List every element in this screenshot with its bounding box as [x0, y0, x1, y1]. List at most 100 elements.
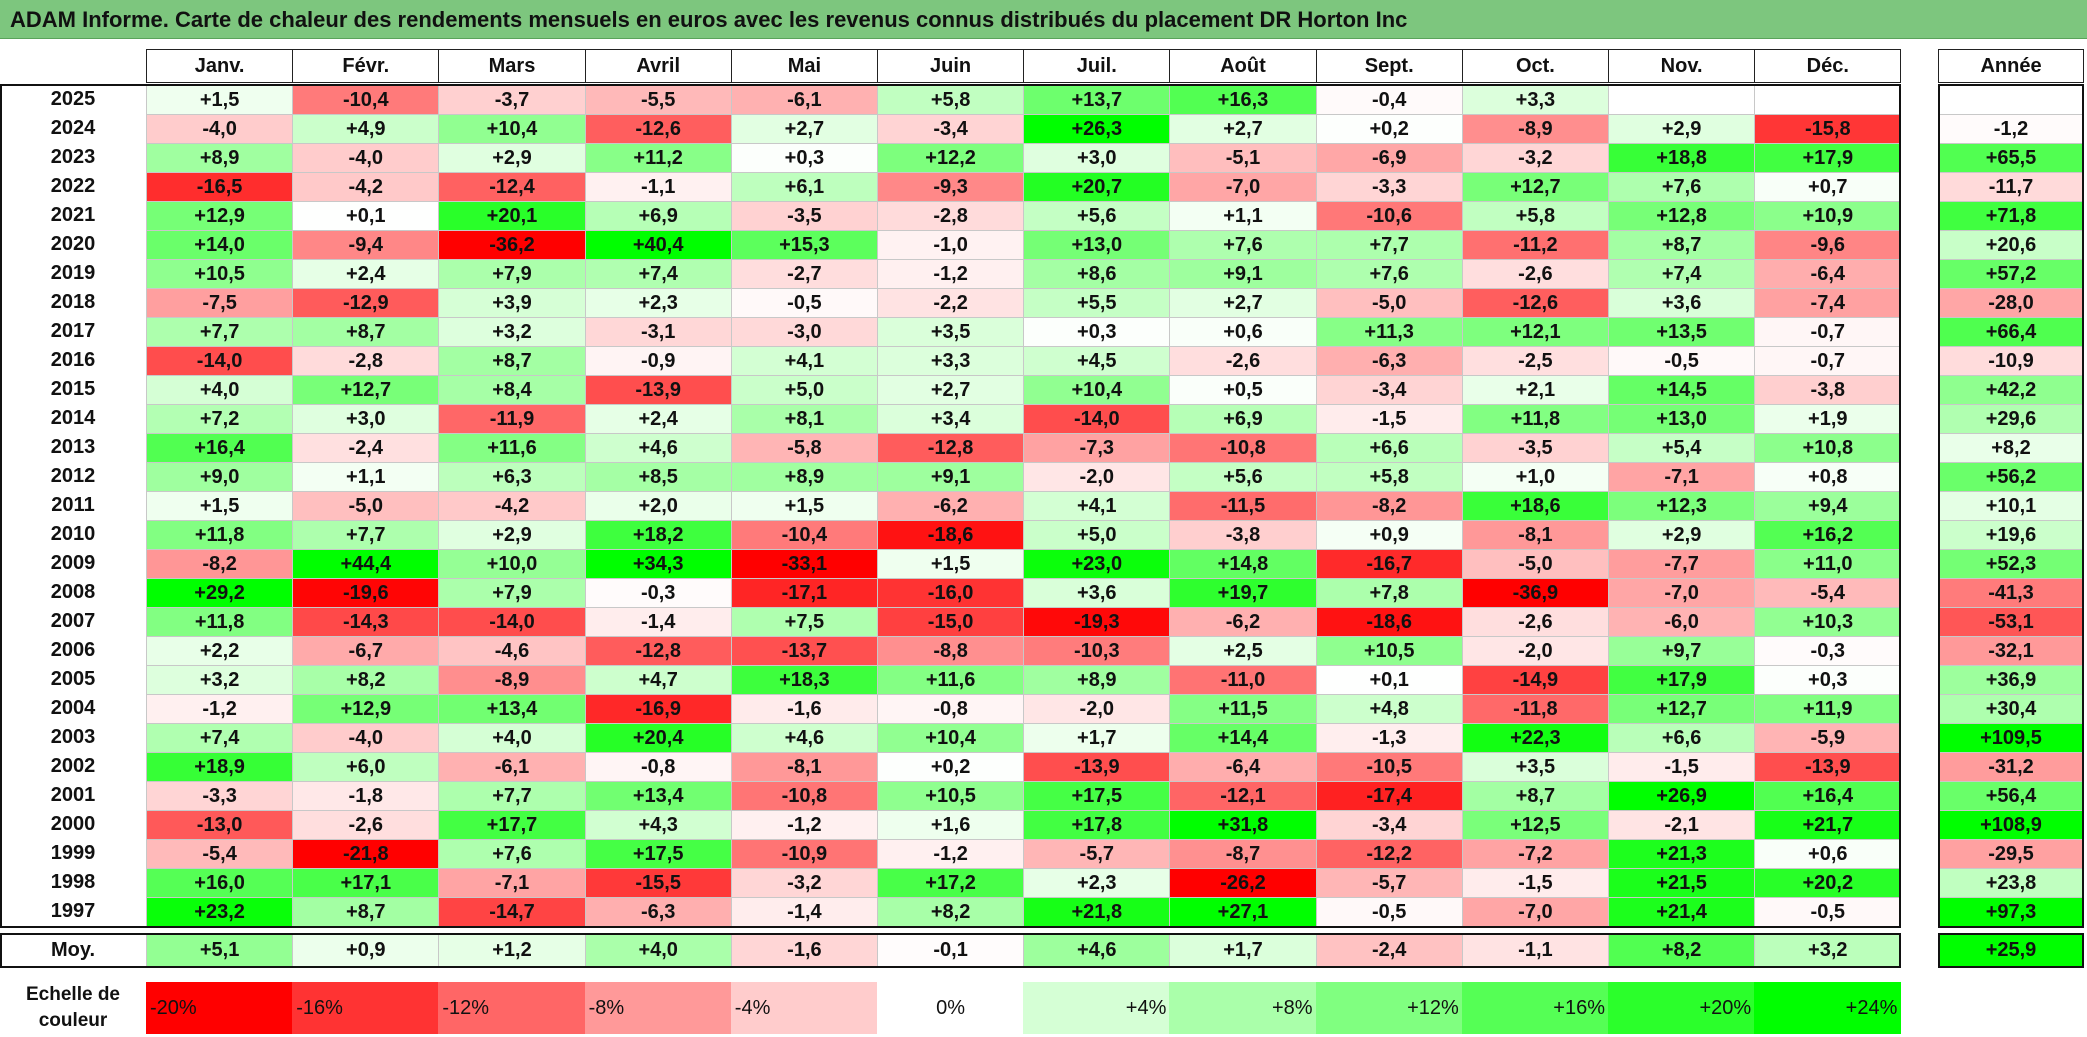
heatmap-cell: -8,1: [730, 752, 878, 782]
annual-cell: -31,2: [1938, 752, 2084, 782]
heatmap-cell: +40,4: [584, 230, 732, 260]
row-year-label: 2009: [50, 552, 96, 574]
heatmap-cell: +17,5: [1023, 781, 1171, 811]
heatmap-cell: -2,6: [1461, 607, 1609, 637]
heatmap-cell: -5,4: [1754, 578, 1902, 608]
heatmap-cell: -8,1: [1461, 520, 1609, 550]
heatmap-cell: -16,0: [877, 578, 1025, 608]
annual-cell: +71,8: [1938, 201, 2084, 231]
heatmap-cell: -2,8: [877, 201, 1025, 231]
heatmap-cell: -0,7: [1754, 317, 1902, 347]
heatmap-cell: -11,8: [1461, 694, 1609, 724]
heatmap-cell: +12,7: [292, 375, 440, 405]
heatmap-cell: +6,1: [730, 172, 878, 202]
color-scale-swatch: +24%: [1754, 982, 1902, 1034]
heatmap-cell: -7,0: [1461, 897, 1609, 927]
annual-cell: +66,4: [1938, 317, 2084, 347]
heatmap-cell: -10,4: [730, 520, 878, 550]
heatmap-cell: -1,4: [584, 607, 732, 637]
title-bar: ADAM Informe. Carte de chaleur des rende…: [0, 0, 2087, 39]
annual-cell: [1938, 85, 2084, 115]
heatmap-cell: -15,8: [1754, 114, 1902, 144]
heatmap-cell: +11,3: [1315, 317, 1463, 347]
heatmap-cell: -12,2: [1315, 839, 1463, 869]
heatmap-cell: -13,0: [146, 810, 294, 840]
heatmap-cell: +0,3: [730, 143, 878, 173]
heatmap-cell: -7,7: [1608, 549, 1756, 579]
heatmap-cell: +13,7: [1023, 85, 1171, 115]
heatmap-cell: -3,3: [1315, 172, 1463, 202]
column-header: Juin: [877, 49, 1025, 83]
heatmap-cell: +17,5: [584, 839, 732, 869]
average-cell: +1,2: [438, 934, 586, 967]
heatmap-cell: -12,6: [584, 114, 732, 144]
heatmap-cell: -6,0: [1608, 607, 1756, 637]
heatmap-cell: +3,3: [1461, 85, 1609, 115]
heatmap-cell: -14,3: [292, 607, 440, 637]
heatmap-cell: +6,6: [1608, 723, 1756, 753]
heatmap-cell: -6,3: [1315, 346, 1463, 376]
heatmap-cell: +18,3: [730, 665, 878, 695]
column-header: Janv.: [146, 49, 294, 83]
heatmap-cell: -2,4: [292, 433, 440, 463]
annual-cell: +10,1: [1938, 491, 2084, 521]
heatmap-cell: -12,6: [1461, 288, 1609, 318]
annual-cell: +29,6: [1938, 404, 2084, 434]
heatmap-cell: +1,5: [730, 491, 878, 521]
heatmap-cell: +8,7: [292, 897, 440, 927]
heatmap-cell: +8,4: [438, 375, 586, 405]
heatmap-cell: +34,3: [584, 549, 732, 579]
heatmap-cell: +10,5: [1315, 636, 1463, 666]
chart-title: ADAM Informe. Carte de chaleur des rende…: [10, 7, 1408, 32]
heatmap-cell: -26,2: [1169, 868, 1317, 898]
row-year-label: 2018: [50, 291, 96, 313]
heatmap-cell: -1,2: [877, 259, 1025, 289]
heatmap-cell: +4,5: [1023, 346, 1171, 376]
heatmap-cell: +6,3: [438, 462, 586, 492]
heatmap-cell: -13,9: [1023, 752, 1171, 782]
heatmap-cell: +21,7: [1754, 810, 1902, 840]
annual-cell: -10,9: [1938, 346, 2084, 376]
heatmap-cell: +13,0: [1023, 230, 1171, 260]
heatmap-cell: -18,6: [877, 520, 1025, 550]
heatmap-cell: -3,8: [1754, 375, 1902, 405]
heatmap-cell: -1,5: [1608, 752, 1756, 782]
heatmap-cell: -7,1: [1608, 462, 1756, 492]
row-year-label: 2017: [50, 320, 96, 342]
heatmap-cell: -0,4: [1315, 85, 1463, 115]
heatmap-cell: -16,7: [1315, 549, 1463, 579]
annual-cell: +20,6: [1938, 230, 2084, 260]
heatmap-cell: -13,9: [584, 375, 732, 405]
heatmap-cell: +8,2: [292, 665, 440, 695]
heatmap-cell: +2,9: [1608, 114, 1756, 144]
heatmap-cell: +3,5: [1461, 752, 1609, 782]
heatmap-cell: -0,7: [1754, 346, 1902, 376]
heatmap-cell: +7,4: [146, 723, 294, 753]
heatmap-cell: -10,3: [1023, 636, 1171, 666]
heatmap-cell: -7,1: [438, 868, 586, 898]
heatmap-cell: -19,3: [1023, 607, 1171, 637]
heatmap-cell: -2,7: [730, 259, 878, 289]
heatmap-cell: +11,6: [438, 433, 586, 463]
heatmap-cell: -7,0: [1169, 172, 1317, 202]
average-cell: +1,7: [1169, 934, 1317, 967]
row-year-label: 2008: [50, 581, 96, 603]
heatmap-cell: -5,5: [584, 85, 732, 115]
heatmap-cell: +17,9: [1608, 665, 1756, 695]
heatmap-cell: +0,1: [292, 201, 440, 231]
heatmap-cell: -5,9: [1754, 723, 1902, 753]
heatmap-cell: -0,8: [584, 752, 732, 782]
heatmap-cell: -1,5: [1315, 404, 1463, 434]
heatmap-cell: +14,8: [1169, 549, 1317, 579]
heatmap-cell: +8,9: [1023, 665, 1171, 695]
column-header: Août: [1169, 49, 1317, 83]
row-year-label: 2013: [50, 436, 96, 458]
heatmap-cell: -11,2: [1461, 230, 1609, 260]
heatmap-cell: +12,5: [1461, 810, 1609, 840]
heatmap-cell: +10,0: [438, 549, 586, 579]
heatmap-cell: +1,6: [877, 810, 1025, 840]
row-year-label: 1997: [50, 900, 96, 922]
heatmap-cell: -3,5: [1461, 433, 1609, 463]
annual-cell: -1,2: [1938, 114, 2084, 144]
heatmap-cell: +7,6: [1315, 259, 1463, 289]
